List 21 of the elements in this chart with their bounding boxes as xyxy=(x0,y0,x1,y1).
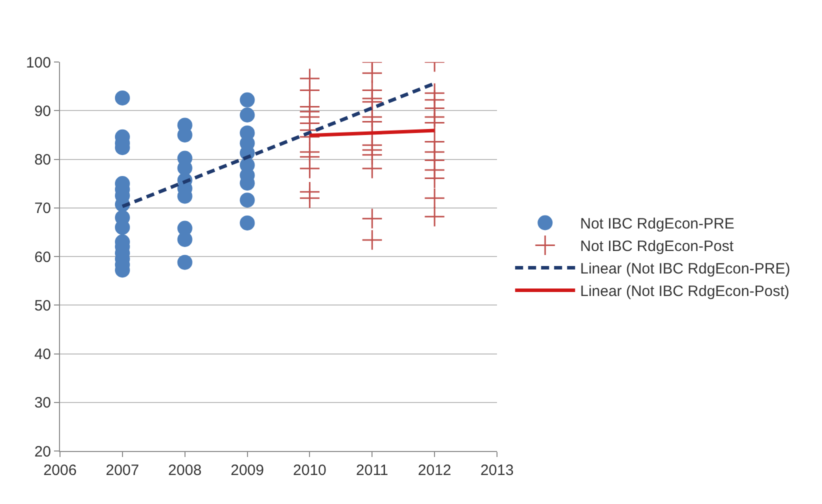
y-tick-label: 50 xyxy=(34,297,51,314)
y-tick-label: 70 xyxy=(34,200,51,218)
x-tick-label: 2012 xyxy=(418,462,452,479)
legend-label: Not IBC RdgEcon-PRE xyxy=(580,216,734,233)
x-tick-label: 2010 xyxy=(293,462,326,479)
x-tick-label: 2009 xyxy=(230,462,264,479)
x-tick-label: 2013 xyxy=(480,462,514,479)
y-tick-label: 60 xyxy=(34,248,51,266)
y-tick-label: 30 xyxy=(34,394,51,412)
x-tick-label: 2008 xyxy=(168,462,202,479)
y-tick-label: 90 xyxy=(34,102,51,120)
y-tick-label: 20 xyxy=(34,443,51,460)
x-tick-label: 2006 xyxy=(43,462,77,479)
y-tick-label: 40 xyxy=(34,346,51,363)
legend-label: Linear (Not IBC RdgEcon-PRE) xyxy=(580,260,790,278)
y-tick-label: 100 xyxy=(26,54,51,72)
y-tick-label: 80 xyxy=(34,152,51,168)
legend-label: Linear (Not IBC RdgEcon-Post) xyxy=(580,283,790,300)
legend-label: Not IBC RdgEcon-Post xyxy=(580,238,734,256)
x-tick-label: 2007 xyxy=(106,462,140,479)
x-tick-label: 2011 xyxy=(356,462,388,479)
